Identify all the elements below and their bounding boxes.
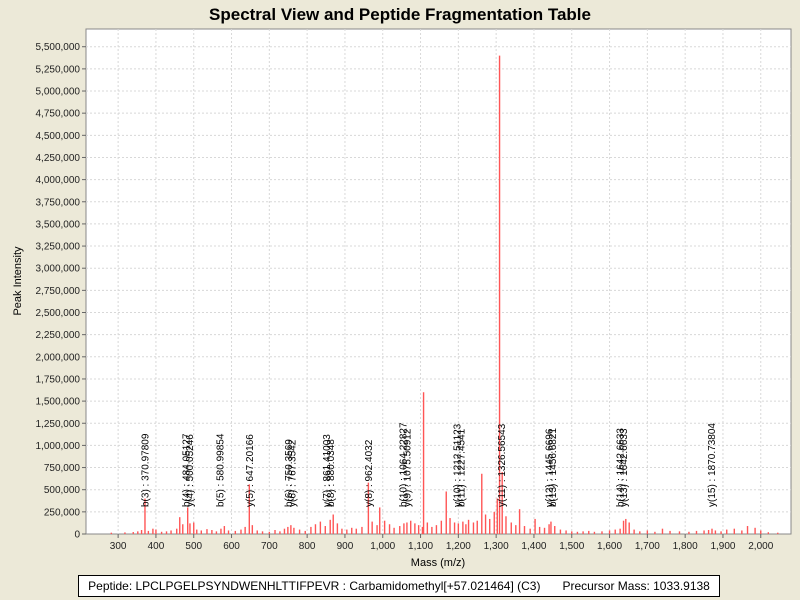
- fragment-ion-label: b(6) : 750.3569: [284, 439, 295, 507]
- x-tick-label: 300: [110, 541, 127, 552]
- spectrum-chart: Spectral View and Peptide Fragmentation …: [12, 5, 792, 569]
- y-tick-label: 5,500,000: [36, 42, 81, 53]
- x-tick-label: 1,200: [446, 541, 471, 552]
- y-tick-label: 3,250,000: [36, 242, 81, 253]
- y-tick-label: 250,000: [44, 507, 81, 518]
- x-tick-label: 1,900: [710, 541, 735, 552]
- x-tick-label: 1,100: [408, 541, 433, 552]
- y-tick-label: 0: [74, 530, 80, 541]
- x-tick-label: 500: [185, 541, 202, 552]
- x-tick-label: 1,400: [521, 541, 546, 552]
- peak-series: [110, 55, 779, 534]
- fragment-ion-label: y(4) : 500.05246: [185, 434, 196, 507]
- x-tick-label: 400: [148, 541, 165, 552]
- y-tick-label: 3,500,000: [36, 219, 81, 230]
- y-tick-label: 3,000,000: [36, 264, 81, 275]
- y-tick-label: 1,000,000: [36, 441, 81, 452]
- fragment-ion-label: y(13) : 1642.6633: [619, 428, 630, 507]
- fragment-ion-label: b(8) : 880.0348: [326, 439, 337, 507]
- fragment-ion-label: b(10) : 1064.22827: [399, 422, 410, 507]
- grid-lines: [86, 29, 791, 534]
- x-tick-label: 800: [299, 541, 316, 552]
- peptide-sequence: Peptide: LPCLPGELPSYNDWENHLTTIFPEVR : Ca…: [88, 579, 541, 593]
- x-tick-label: 700: [261, 541, 278, 552]
- fragment-ion-label: y(11) : 1326.56543: [497, 423, 508, 507]
- x-tick-label: 1,600: [597, 541, 622, 552]
- y-tick-label: 5,000,000: [36, 87, 81, 98]
- fragment-ion-label: y(9) : 1075.50912: [402, 428, 413, 507]
- x-tick-label: 1,800: [673, 541, 698, 552]
- x-tick-label: 1,300: [484, 541, 509, 552]
- y-tick-label: 1,250,000: [36, 419, 81, 430]
- fragment-ion-label: y(7) : 861.41003: [322, 434, 333, 507]
- fragment-ion-label: b(13) : 1456.6821: [548, 428, 559, 507]
- y-tick-label: 4,250,000: [36, 153, 81, 164]
- x-axis-ticks: 300 400 500 600 700 800 900 1,000 1,100 1,200 1,30…: [110, 534, 774, 552]
- x-axis-label: Mass (m/z): [411, 557, 465, 569]
- x-tick-label: 1,000: [370, 541, 395, 552]
- fragment-ion-label: y(12) : 1445.6696: [545, 428, 556, 507]
- fragment-ion-label: b(11) : 1227.4541: [456, 428, 467, 507]
- fragment-ion-label: y(15) : 1870.73804: [707, 423, 718, 507]
- chart-title: Spectral View and Peptide Fragmentation …: [209, 5, 591, 24]
- y-axis-ticks: 0 250,000 500,000 750,000 1,000,000 1,250,000…: [36, 42, 86, 541]
- y-tick-label: 4,000,000: [36, 175, 81, 186]
- y-tick-label: 750,000: [44, 463, 81, 474]
- y-tick-label: 3,750,000: [36, 197, 81, 208]
- y-tick-label: 2,250,000: [36, 330, 81, 341]
- y-tick-label: 500,000: [44, 485, 81, 496]
- x-tick-label: 1,700: [635, 541, 660, 552]
- y-tick-label: 4,500,000: [36, 131, 81, 142]
- x-tick-label: 600: [223, 541, 240, 552]
- x-tick-label: 2,000: [748, 541, 773, 552]
- y-tick-label: 1,750,000: [36, 374, 81, 385]
- fragment-ion-label: y(6) : 767.3542: [288, 439, 299, 507]
- peptide-info-box: Peptide: LPCLPGELPSYNDWENHLTTIFPEVR : Ca…: [78, 575, 720, 597]
- precursor-mass: Precursor Mass: 1033.9138: [562, 579, 710, 593]
- fragment-ion-label: y(5) : 647.20166: [245, 434, 256, 507]
- fragment-ion-label: y(8) : 962.4032: [364, 439, 375, 507]
- fragment-ion-label: b(5) : 580.99854: [216, 433, 227, 507]
- x-tick-label: 1,500: [559, 541, 584, 552]
- fragment-ion-label: b(3) : 370.97809: [140, 433, 151, 507]
- y-tick-label: 4,750,000: [36, 109, 81, 120]
- y-tick-label: 5,250,000: [36, 64, 81, 75]
- y-tick-label: 2,750,000: [36, 286, 81, 297]
- x-tick-label: 900: [337, 541, 354, 552]
- y-axis-label: Peak Intensity: [12, 246, 24, 316]
- fragment-ion-label: b(4) : 484.05127: [181, 433, 192, 507]
- y-tick-label: 2,000,000: [36, 352, 81, 363]
- fragment-ion-label: y(10) : 1212.51123: [452, 423, 463, 507]
- y-tick-label: 2,500,000: [36, 308, 81, 319]
- fragment-ion-label: b(14) : 1642.6633: [616, 428, 627, 507]
- y-tick-label: 1,500,000: [36, 397, 81, 408]
